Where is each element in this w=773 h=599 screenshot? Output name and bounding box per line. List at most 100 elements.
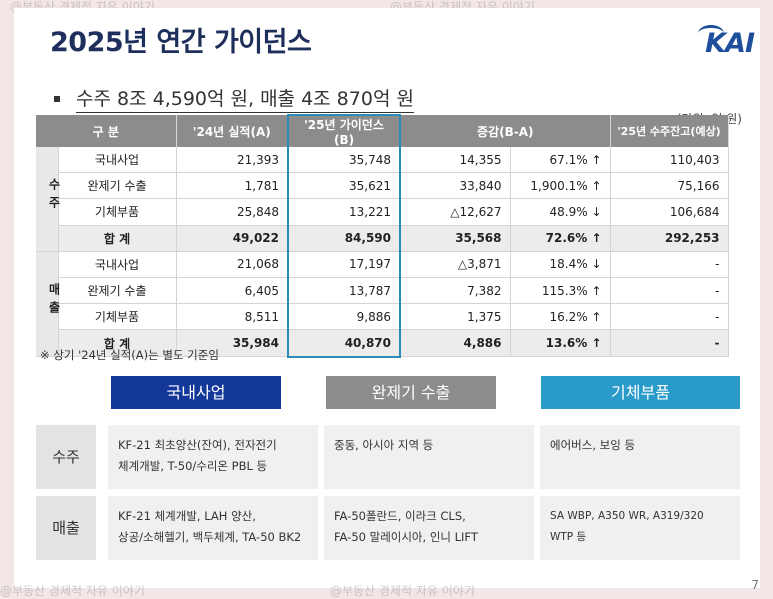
group-label-text: 수주 bbox=[47, 177, 61, 214]
row-name: 기체부품 bbox=[58, 198, 177, 226]
footnote: ※ 상기 '24년 실적(A)는 별도 기준임 bbox=[40, 348, 219, 362]
watermark-bottom-2: @부동산 경제적 자유 이야기 bbox=[330, 584, 475, 598]
table-row: 완제기 수출 6,405 13,787 7,382 115.3% ↑ - bbox=[36, 277, 729, 305]
header-2025-guidance: '25년 가이던스(B) bbox=[287, 114, 402, 147]
header-change: 증감(B-A) bbox=[400, 115, 611, 147]
arrow-icon: ↑ bbox=[591, 152, 602, 167]
backlog-2025: 292,253 bbox=[610, 225, 729, 252]
row-name: 국내사업 bbox=[58, 147, 177, 174]
actual-2024: 21,068 bbox=[176, 251, 289, 278]
orders-aerostructures: 에어버스, 보잉 등 bbox=[540, 425, 740, 489]
actual-2024: 8,511 bbox=[176, 303, 289, 331]
backlog-2025: - bbox=[610, 277, 729, 305]
percent-value: 48.9% bbox=[549, 204, 588, 219]
subtitle: 수주 8조 4,590억 원, 매출 4조 870억 원 bbox=[76, 84, 414, 113]
group-label: 수주 bbox=[36, 147, 61, 252]
guidance-2025: 13,221 bbox=[287, 198, 402, 226]
row-name: 국내사업 bbox=[58, 251, 177, 278]
guidance-2025: 40,870 bbox=[287, 329, 402, 358]
arrow-icon: ↓ bbox=[591, 257, 602, 272]
change-amount: 4,886 bbox=[400, 329, 511, 357]
kai-logo: KAI bbox=[705, 28, 755, 59]
change-amount: 7,382 bbox=[400, 277, 511, 305]
actual-2024: 6,405 bbox=[176, 277, 289, 305]
percent-value: 13.6% bbox=[545, 336, 588, 351]
row-name: 완제기 수출 bbox=[58, 172, 177, 200]
row-name: 합 계 bbox=[58, 329, 177, 357]
row-name: 합 계 bbox=[58, 225, 177, 252]
guidance-2025: 35,621 bbox=[287, 172, 402, 200]
table-header-row: 구 분 '24년 실적(A) '25년 가이던스(B) 증감(B-A) '25년… bbox=[36, 114, 729, 147]
percent-value: 67.1% bbox=[549, 152, 588, 167]
arrow-icon: ↑ bbox=[591, 309, 602, 324]
row-name: 기체부품 bbox=[58, 303, 177, 331]
logo-swoosh-icon bbox=[698, 25, 724, 42]
percent-value: 16.2% bbox=[549, 309, 588, 324]
backlog-2025: - bbox=[610, 329, 729, 357]
backlog-2025: - bbox=[610, 251, 729, 278]
change-amount: 33,840 bbox=[400, 172, 511, 200]
change-percent: 18.4% ↓ bbox=[510, 251, 611, 278]
category-export: 완제기 수출 bbox=[326, 376, 496, 409]
backlog-2025: 110,403 bbox=[610, 147, 729, 174]
change-amount: △3,871 bbox=[400, 251, 511, 278]
change-amount: △12,627 bbox=[400, 198, 511, 226]
category-aerostructures: 기체부품 bbox=[541, 376, 740, 409]
guidance-2025: 9,886 bbox=[287, 303, 402, 331]
header-backlog: '25년 수주잔고(예상) bbox=[610, 115, 729, 147]
backlog-2025: 106,684 bbox=[610, 198, 729, 226]
orders-export: 중동, 아시아 지역 등 bbox=[324, 425, 534, 489]
watermark-bottom: @부동산 경제적 자유 이야기 bbox=[0, 584, 145, 598]
change-percent: 115.3% ↑ bbox=[510, 277, 611, 305]
arrow-icon: ↑ bbox=[591, 178, 602, 193]
arrow-icon: ↑ bbox=[591, 336, 602, 351]
arrow-icon: ↑ bbox=[591, 231, 602, 246]
table-total-row: 합 계 35,984 40,870 4,886 13.6% ↑ - bbox=[36, 329, 729, 358]
header-2024-actual: '24년 실적(A) bbox=[176, 115, 289, 147]
row-label-sales: 매출 bbox=[36, 496, 96, 560]
row-label-orders: 수주 bbox=[36, 425, 96, 489]
page-number: 7 bbox=[751, 578, 759, 592]
group-label-text: 매출 bbox=[47, 282, 61, 319]
sales-export: FA-50폴란드, 이라크 CLS, FA-50 말레이시아, 인니 LIFT bbox=[324, 496, 534, 560]
guidance-table: 구 분 '24년 실적(A) '25년 가이던스(B) 증감(B-A) '25년… bbox=[36, 114, 729, 358]
backlog-2025: 75,166 bbox=[610, 172, 729, 200]
guidance-2025: 13,787 bbox=[287, 277, 402, 305]
percent-value: 72.6% bbox=[545, 231, 588, 246]
change-percent: 13.6% ↑ bbox=[510, 329, 611, 357]
change-amount: 35,568 bbox=[400, 225, 511, 252]
table-row: 매출 국내사업 21,068 17,197 △3,871 18.4% ↓ - bbox=[36, 251, 729, 358]
table-row: 기체부품 25,848 13,221 △12,627 48.9% ↓ 106,684 bbox=[36, 198, 729, 226]
change-percent: 67.1% ↑ bbox=[510, 147, 611, 174]
change-percent: 72.6% ↑ bbox=[510, 225, 611, 252]
percent-value: 18.4% bbox=[549, 257, 588, 272]
guidance-2025: 17,197 bbox=[287, 251, 402, 278]
orders-domestic: KF-21 최초양산(잔여), 전자전기 체계개발, T-50/수리온 PBL … bbox=[108, 425, 318, 489]
change-percent: 48.9% ↓ bbox=[510, 198, 611, 226]
change-percent: 1,900.1% ↑ bbox=[510, 172, 611, 200]
bullet-icon bbox=[54, 96, 60, 102]
header-category: 구 분 bbox=[36, 115, 177, 147]
actual-2024: 25,848 bbox=[176, 198, 289, 226]
backlog-2025: - bbox=[610, 303, 729, 331]
table-row: 수주 국내사업 21,393 35,748 14,355 67.1% ↑ 110,403 bbox=[36, 147, 729, 252]
table-row: 완제기 수출 1,781 35,621 33,840 1,900.1% ↑ 75,166 bbox=[36, 172, 729, 200]
arrow-icon: ↑ bbox=[591, 283, 602, 298]
group-label: 매출 bbox=[36, 251, 61, 358]
percent-value: 115.3% bbox=[541, 283, 588, 298]
actual-2024: 1,781 bbox=[176, 172, 289, 200]
row-name: 완제기 수출 bbox=[58, 277, 177, 305]
category-domestic: 국내사업 bbox=[111, 376, 281, 409]
arrow-icon: ↓ bbox=[591, 204, 602, 219]
sales-aerostructures: SA WBP, A350 WR, A319/320 WTP 등 bbox=[540, 496, 740, 560]
change-percent: 16.2% ↑ bbox=[510, 303, 611, 331]
actual-2024: 49,022 bbox=[176, 225, 289, 252]
guidance-2025: 84,590 bbox=[287, 225, 402, 252]
percent-value: 1,900.1% bbox=[530, 178, 588, 193]
table-row: 기체부품 8,511 9,886 1,375 16.2% ↑ - bbox=[36, 303, 729, 331]
actual-2024: 21,393 bbox=[176, 147, 289, 174]
actual-2024: 35,984 bbox=[176, 329, 289, 357]
page-title: 2025년 연간 가이던스 bbox=[50, 27, 312, 58]
guidance-2025: 35,748 bbox=[287, 147, 402, 174]
sales-domestic: KF-21 체계개발, LAH 양산, 상공/소해헬기, 백두체계, TA-50… bbox=[108, 496, 318, 560]
